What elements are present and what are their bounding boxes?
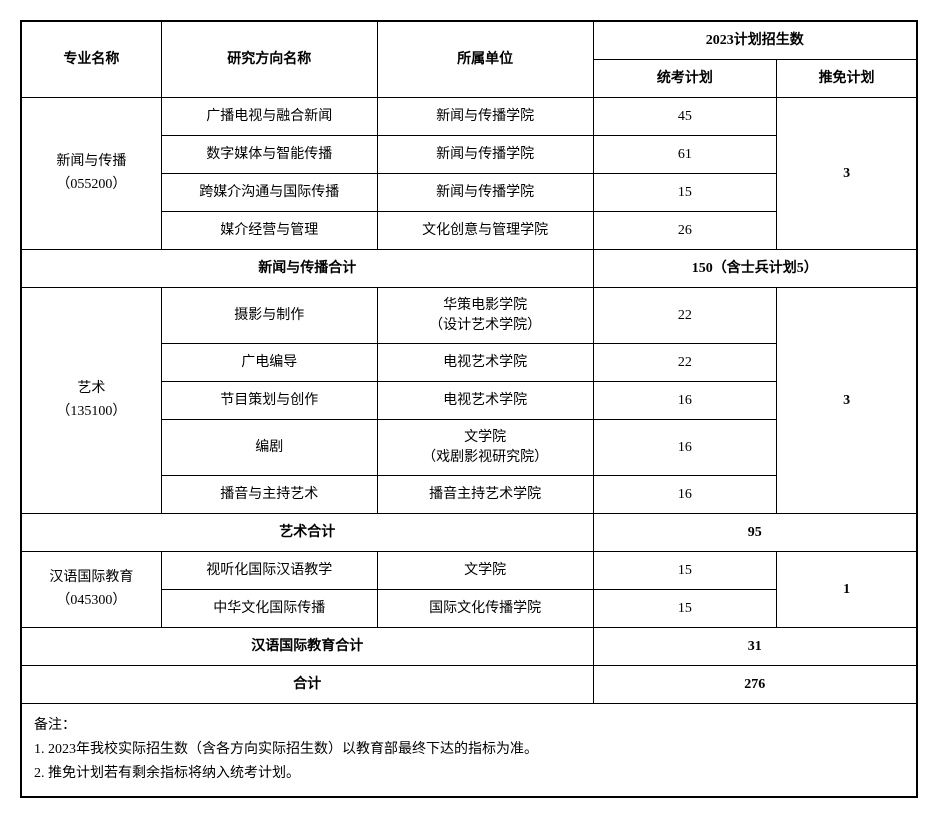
subtotal-label: 汉语国际教育合计 <box>21 628 593 666</box>
unit-cell: 播音主持艺术学院 <box>377 476 593 514</box>
exempt-value: 1 <box>843 582 850 597</box>
table-row: 艺术 （135100） 摄影与制作 华策电影学院 （设计艺术学院） 22 3 <box>21 288 917 344</box>
table-row: 汉语国际教育 （045300） 视听化国际汉语教学 文学院 15 1 <box>21 552 917 590</box>
unit-cell: 文学院 （戏剧影视研究院） <box>377 420 593 476</box>
direction-cell: 数字媒体与智能传播 <box>161 136 377 174</box>
exam-cell: 22 <box>593 288 777 344</box>
subtotal-row: 艺术合计 95 <box>21 514 917 552</box>
unit-cell: 文化创意与管理学院 <box>377 212 593 250</box>
subtotal-row: 汉语国际教育合计 31 <box>21 628 917 666</box>
unit-cell: 电视艺术学院 <box>377 344 593 382</box>
footnote-cell: 备注： 1. 2023年我校实际招生数（含各方向实际招生数）以教育部最终下达的指… <box>21 704 917 797</box>
exam-cell: 16 <box>593 476 777 514</box>
subtotal-label: 艺术合计 <box>21 514 593 552</box>
direction-cell: 摄影与制作 <box>161 288 377 344</box>
major-cell: 艺术 （135100） <box>21 288 161 514</box>
direction-cell: 播音与主持艺术 <box>161 476 377 514</box>
header-row-1: 专业名称 研究方向名称 所属单位 2023计划招生数 <box>21 21 917 60</box>
unit-cell: 国际文化传播学院 <box>377 590 593 628</box>
enrollment-table-wrapper: 专业名称 研究方向名称 所属单位 2023计划招生数 统考计划 推免计划 新闻与… <box>20 20 918 798</box>
header-plan-group: 2023计划招生数 <box>593 21 917 60</box>
exam-cell: 15 <box>593 590 777 628</box>
unit-line1: 华策电影学院 <box>443 298 527 313</box>
exam-cell: 26 <box>593 212 777 250</box>
exam-cell: 22 <box>593 344 777 382</box>
direction-cell: 编剧 <box>161 420 377 476</box>
direction-cell: 跨媒介沟通与国际传播 <box>161 174 377 212</box>
unit-line2: （设计艺术学院） <box>429 318 541 333</box>
total-label: 合计 <box>21 666 593 704</box>
major-code: （135100） <box>32 401 151 423</box>
total-value: 276 <box>593 666 917 704</box>
major-code: （055200） <box>32 174 151 196</box>
unit-cell: 新闻与传播学院 <box>377 98 593 136</box>
subtotal-label: 新闻与传播合计 <box>21 250 593 288</box>
exempt-value: 3 <box>843 393 850 408</box>
exam-cell: 16 <box>593 420 777 476</box>
unit-line2: （戏剧影视研究院） <box>422 450 548 465</box>
header-exam-plan: 统考计划 <box>593 60 777 98</box>
unit-cell: 新闻与传播学院 <box>377 136 593 174</box>
table-row: 新闻与传播 （055200） 广播电视与融合新闻 新闻与传播学院 45 3 <box>21 98 917 136</box>
footnote-line2: 2. 推免计划若有剩余指标将纳入统考计划。 <box>34 766 300 781</box>
header-exempt-plan: 推免计划 <box>777 60 917 98</box>
header-direction: 研究方向名称 <box>161 21 377 98</box>
subtotal-value: 95 <box>593 514 917 552</box>
direction-cell: 节目策划与创作 <box>161 382 377 420</box>
exempt-cell: 1 <box>777 552 917 628</box>
footnote-row: 备注： 1. 2023年我校实际招生数（含各方向实际招生数）以教育部最终下达的指… <box>21 704 917 797</box>
footnote-line1: 1. 2023年我校实际招生数（含各方向实际招生数）以教育部最终下达的指标为准。 <box>34 742 538 757</box>
exempt-cell: 3 <box>777 288 917 514</box>
unit-cell: 新闻与传播学院 <box>377 174 593 212</box>
unit-cell: 华策电影学院 （设计艺术学院） <box>377 288 593 344</box>
exam-cell: 16 <box>593 382 777 420</box>
major-name: 汉语国际教育 <box>49 570 133 585</box>
major-cell: 汉语国际教育 （045300） <box>21 552 161 628</box>
exempt-value: 3 <box>843 166 850 181</box>
exempt-cell: 3 <box>777 98 917 250</box>
major-name: 新闻与传播 <box>56 154 126 169</box>
direction-cell: 视听化国际汉语教学 <box>161 552 377 590</box>
subtotal-value: 31 <box>593 628 917 666</box>
major-code: （045300） <box>32 590 151 612</box>
header-unit: 所属单位 <box>377 21 593 98</box>
major-name: 艺术 <box>77 381 105 396</box>
direction-cell: 广电编导 <box>161 344 377 382</box>
footnote-title: 备注： <box>34 718 76 733</box>
exam-cell: 15 <box>593 552 777 590</box>
unit-cell: 电视艺术学院 <box>377 382 593 420</box>
total-row: 合计 276 <box>21 666 917 704</box>
header-major: 专业名称 <box>21 21 161 98</box>
unit-cell: 文学院 <box>377 552 593 590</box>
direction-cell: 广播电视与融合新闻 <box>161 98 377 136</box>
subtotal-row: 新闻与传播合计 150（含士兵计划5） <box>21 250 917 288</box>
unit-line1: 文学院 <box>464 430 506 445</box>
direction-cell: 媒介经营与管理 <box>161 212 377 250</box>
enrollment-table: 专业名称 研究方向名称 所属单位 2023计划招生数 统考计划 推免计划 新闻与… <box>20 20 918 798</box>
major-cell: 新闻与传播 （055200） <box>21 98 161 250</box>
subtotal-value: 150（含士兵计划5） <box>593 250 917 288</box>
direction-cell: 中华文化国际传播 <box>161 590 377 628</box>
exam-cell: 45 <box>593 98 777 136</box>
exam-cell: 61 <box>593 136 777 174</box>
exam-cell: 15 <box>593 174 777 212</box>
